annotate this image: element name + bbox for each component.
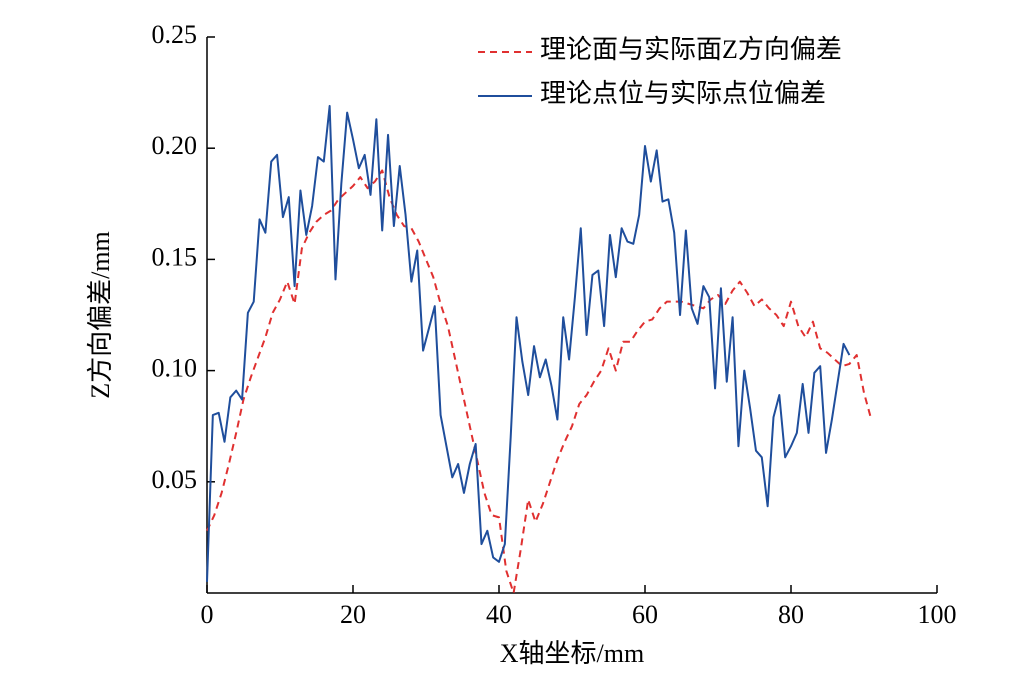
y-tick-label: 0.15 — [152, 242, 198, 271]
data-line — [206, 169, 873, 594]
x-tick-label: 0 — [201, 600, 214, 629]
y-axis-label: Z方向偏差/mm — [86, 231, 115, 399]
x-tick-label: 100 — [918, 600, 957, 629]
x-tick-label: 40 — [486, 600, 512, 629]
y-tick-label: 0.05 — [152, 465, 198, 494]
x-axis-label: X轴坐标/mm — [500, 639, 644, 668]
x-tick-label: 60 — [632, 600, 658, 629]
y-tick-label: 0.20 — [152, 131, 198, 160]
x-tick-label: 20 — [340, 600, 366, 629]
legend-label: 理论面与实际面Z方向偏差 — [540, 35, 842, 64]
y-tick-label: 0.25 — [152, 20, 198, 49]
data-line — [206, 104, 851, 582]
x-tick-label: 80 — [778, 600, 804, 629]
y-tick-label: 0.10 — [152, 354, 198, 383]
legend-label: 理论点位与实际点位偏差 — [540, 79, 826, 108]
